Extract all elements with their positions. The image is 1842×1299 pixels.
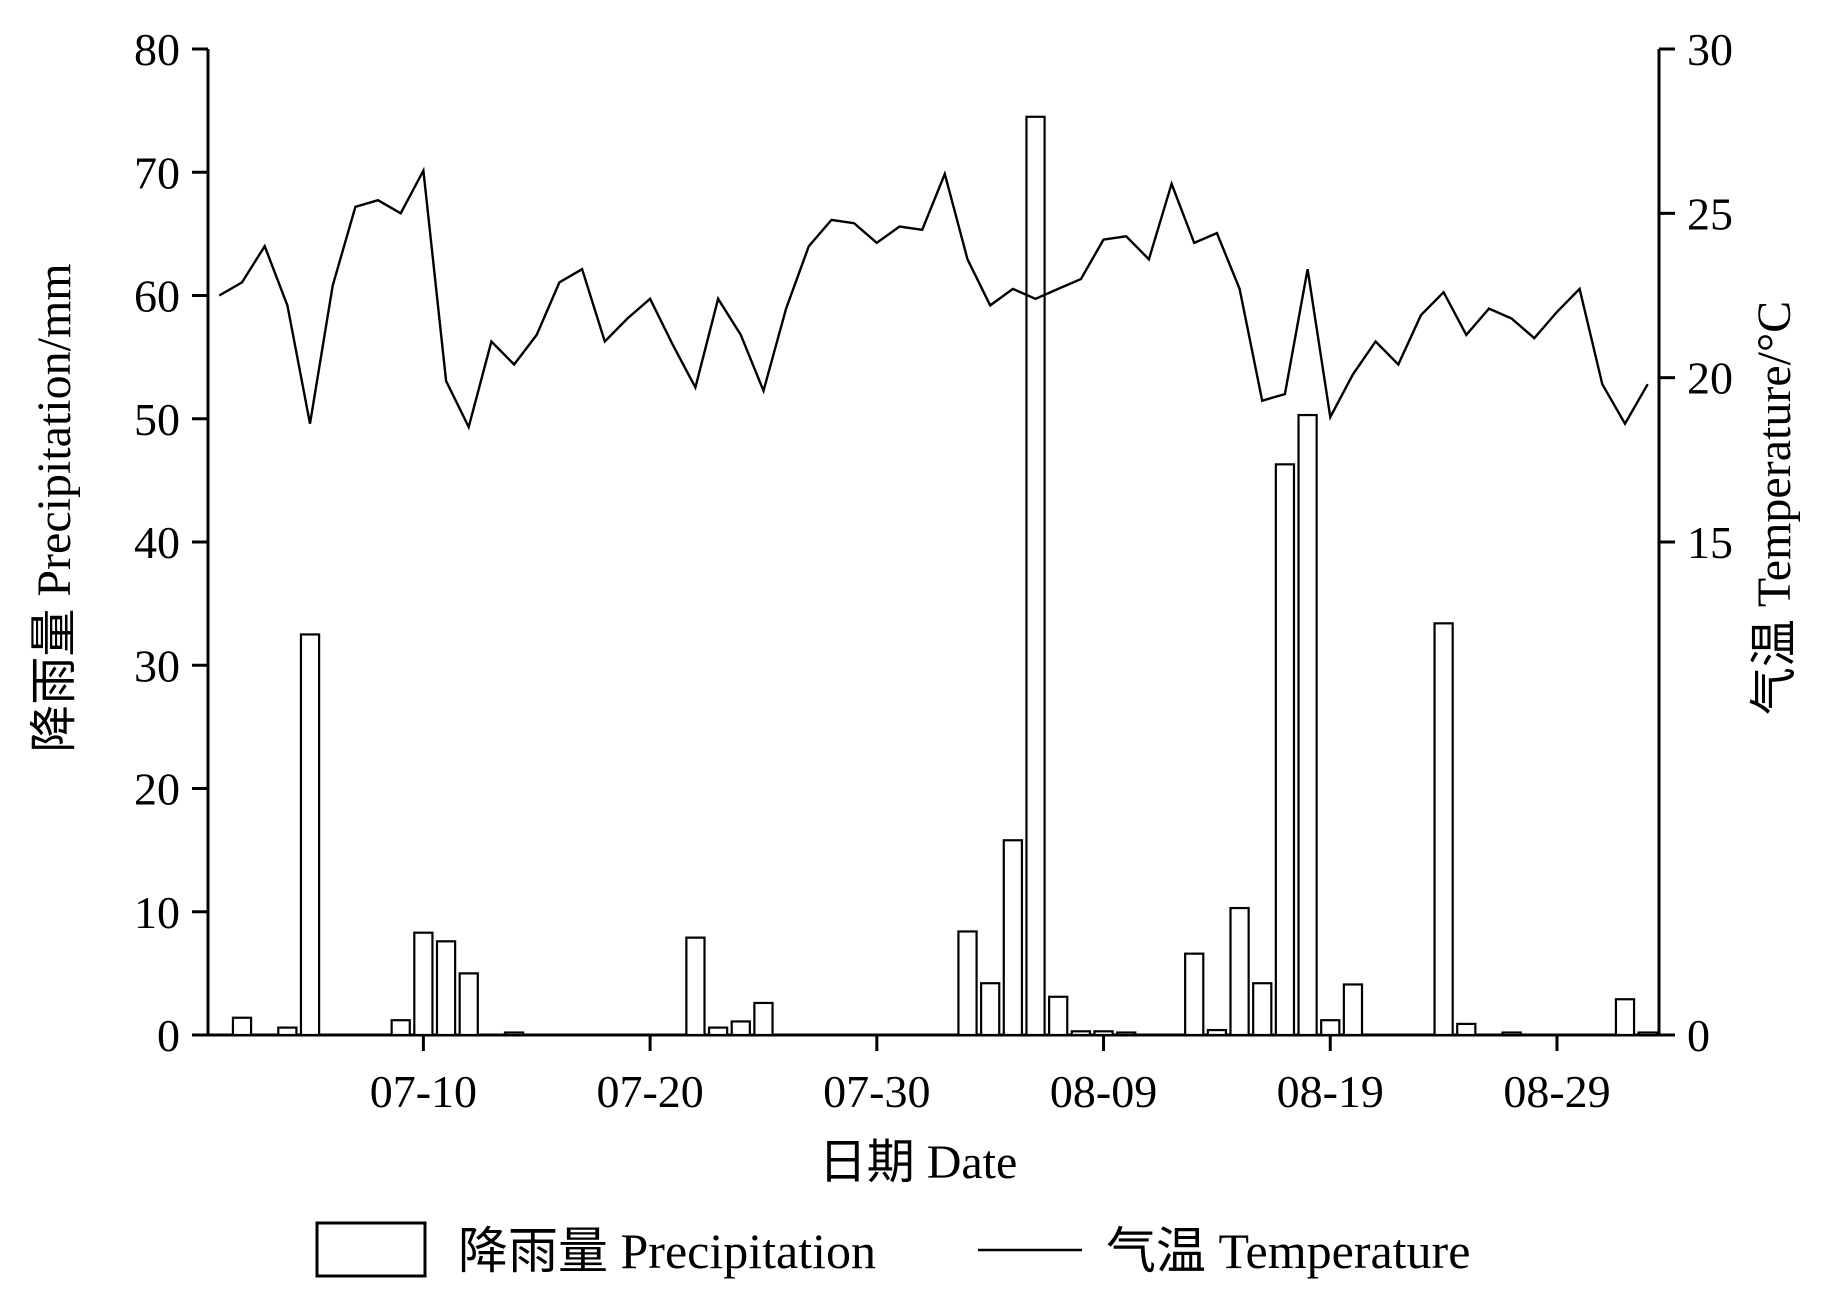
x-tick-label-08-29: 08-29 — [1503, 1066, 1610, 1117]
precipitation-bar-07-24 — [730, 1020, 751, 1037]
precipitation-bar-08-27 — [1501, 1031, 1522, 1037]
precipitation-bar-07-02 — [231, 1016, 253, 1037]
legend-precipitation-swatch — [315, 1221, 427, 1278]
precipitation-bar-08-08 — [1070, 1030, 1092, 1037]
precipitation-bar-08-19 — [1320, 1019, 1341, 1037]
precipitation-bar-08-16 — [1252, 982, 1273, 1037]
right-tick-label-30: 30 — [1687, 24, 1733, 75]
y-right-axis-title: 气温 Temperature/°C — [1748, 301, 1801, 715]
right-tick-label-25: 25 — [1687, 188, 1733, 239]
x-tick-label-07-30: 07-30 — [823, 1066, 930, 1117]
right-tick-label-15: 15 — [1687, 517, 1733, 568]
precipitation-bar-08-15 — [1229, 906, 1250, 1037]
left-tick-label-0: 0 — [157, 1010, 180, 1061]
precipitation-bar-08-03 — [957, 930, 978, 1037]
precipitation-bars — [231, 115, 1658, 1037]
right-axis: 0 15 20 25 30 — [1659, 24, 1733, 1061]
right-tick-label-20: 20 — [1687, 353, 1733, 404]
legend-temperature-label: 气温 Temperature — [1106, 1223, 1470, 1279]
precipitation-bar-08-20 — [1342, 983, 1364, 1037]
temperature-line — [218, 166, 1649, 431]
left-tick-label-50: 50 — [134, 394, 180, 445]
legend: 降雨量 Precipitation 气温 Temperature — [315, 1221, 1470, 1279]
x-tick-label-07-10: 07-10 — [370, 1066, 477, 1117]
x-tick-label-08-09: 08-09 — [1050, 1066, 1157, 1117]
precipitation-bar-07-04 — [277, 1026, 298, 1037]
precipitation-bar-07-23 — [707, 1026, 729, 1037]
temperature-line-group — [218, 166, 1649, 431]
left-tick-label-80: 80 — [134, 24, 180, 75]
precipitation-bar-08-24 — [1433, 622, 1454, 1037]
x-axis-title: 日期 Date — [819, 1136, 1018, 1189]
x-tick-label-08-19: 08-19 — [1277, 1066, 1384, 1117]
legend-precipitation-label: 降雨量 Precipitation — [458, 1223, 876, 1279]
x-tick-label-07-20: 07-20 — [596, 1066, 703, 1117]
precipitation-bar-07-10 — [413, 931, 434, 1037]
right-tick-label-0: 0 — [1687, 1010, 1710, 1061]
precipitation-bar-07-09 — [390, 1019, 411, 1037]
precipitation-bar-07-12 — [458, 972, 479, 1037]
precipitation-bar-07-05 — [299, 633, 321, 1037]
precipitation-bar-09-02 — [1637, 1031, 1658, 1037]
precipitation-bar-07-11 — [435, 940, 457, 1037]
precipitation-bar-07-14 — [503, 1031, 525, 1037]
precipitation-bar-09-01 — [1614, 998, 1636, 1037]
y-left-axis-title: 降雨量 Precipitation/mm — [28, 263, 81, 752]
bottom-axis: 07-10 07-20 07-30 08-09 08-19 08-29 — [370, 1035, 1611, 1117]
precipitation-bar-08-10 — [1116, 1031, 1137, 1037]
left-axis: 0 10 20 30 40 50 60 70 80 — [134, 24, 208, 1061]
left-tick-label-70: 70 — [134, 147, 180, 198]
left-tick-label-10: 10 — [134, 887, 180, 938]
precipitation-bar-08-07 — [1048, 995, 1069, 1037]
precipitation-bar-08-25 — [1456, 1022, 1477, 1037]
precipitation-bar-08-09 — [1093, 1030, 1114, 1037]
precipitation-bar-08-06 — [1025, 115, 1046, 1037]
precipitation-bar-08-17 — [1274, 463, 1296, 1037]
precipitation-bar-08-18 — [1297, 413, 1318, 1037]
precipitation-bar-08-14 — [1206, 1028, 1228, 1037]
precipitation-bar-07-25 — [753, 1001, 774, 1037]
precipitation-bar-08-05 — [1002, 839, 1024, 1037]
precipitation-bar-08-13 — [1184, 952, 1205, 1037]
left-tick-label-30: 30 — [134, 640, 180, 691]
precipitation-bar-07-22 — [685, 936, 706, 1037]
left-tick-label-60: 60 — [134, 271, 180, 322]
precipitation-bar-08-04 — [980, 982, 1001, 1037]
left-tick-label-20: 20 — [134, 764, 180, 815]
left-tick-label-40: 40 — [134, 517, 180, 568]
